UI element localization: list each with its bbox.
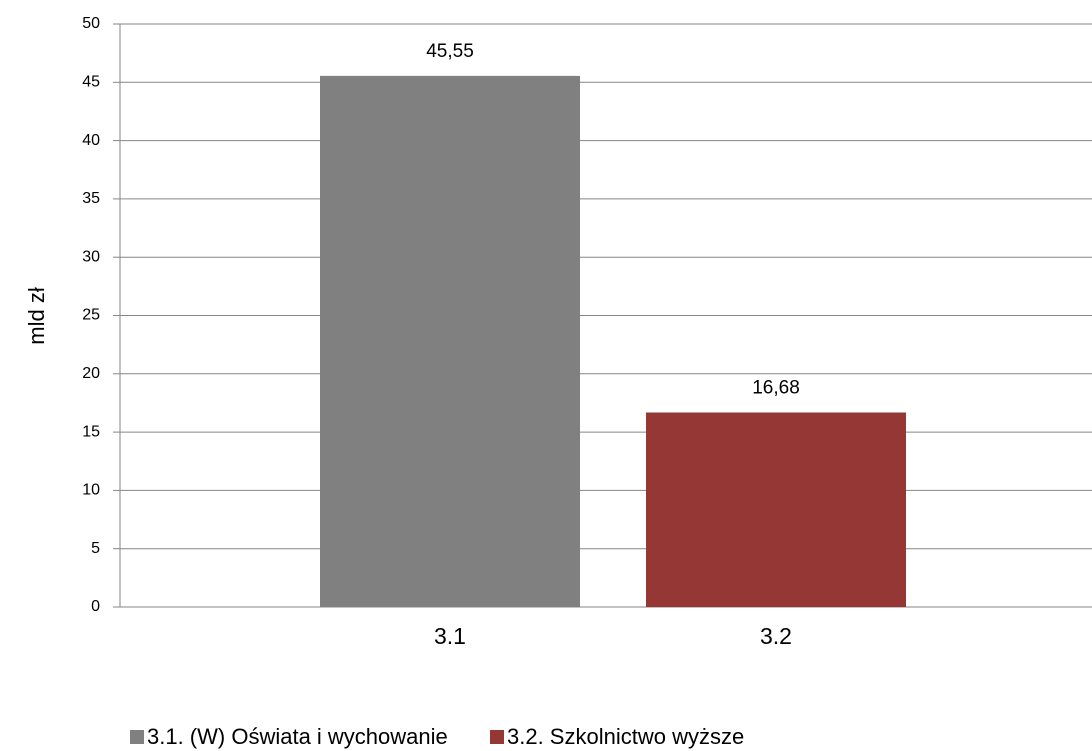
y-tick-label: 5	[91, 540, 100, 557]
legend-swatch	[130, 730, 144, 744]
x-tick-label: 3.2	[760, 623, 792, 649]
data-label: 45,55	[426, 41, 474, 62]
y-tick-label: 50	[82, 15, 100, 32]
y-axis-label: mld zł	[24, 287, 49, 345]
bar	[320, 75, 580, 607]
y-tick-label: 35	[82, 190, 100, 207]
y-tick-label: 45	[82, 74, 100, 91]
bar	[646, 412, 906, 607]
y-tick-label: 10	[82, 482, 100, 499]
data-label: 16,68	[752, 378, 800, 399]
legend-label: 3.1. (W) Oświata i wychowanie	[147, 724, 448, 749]
y-tick-label: 0	[91, 598, 100, 615]
x-tick-label: 3.1	[434, 623, 466, 649]
y-tick-label: 25	[82, 307, 100, 324]
y-tick-label: 20	[82, 365, 100, 382]
y-tick-label: 40	[82, 132, 100, 149]
legend-swatch	[490, 730, 504, 744]
legend-label: 3.2. Szkolnictwo wyższe	[507, 724, 744, 749]
y-tick-label: 30	[82, 248, 100, 265]
y-tick-label: 15	[82, 423, 100, 440]
